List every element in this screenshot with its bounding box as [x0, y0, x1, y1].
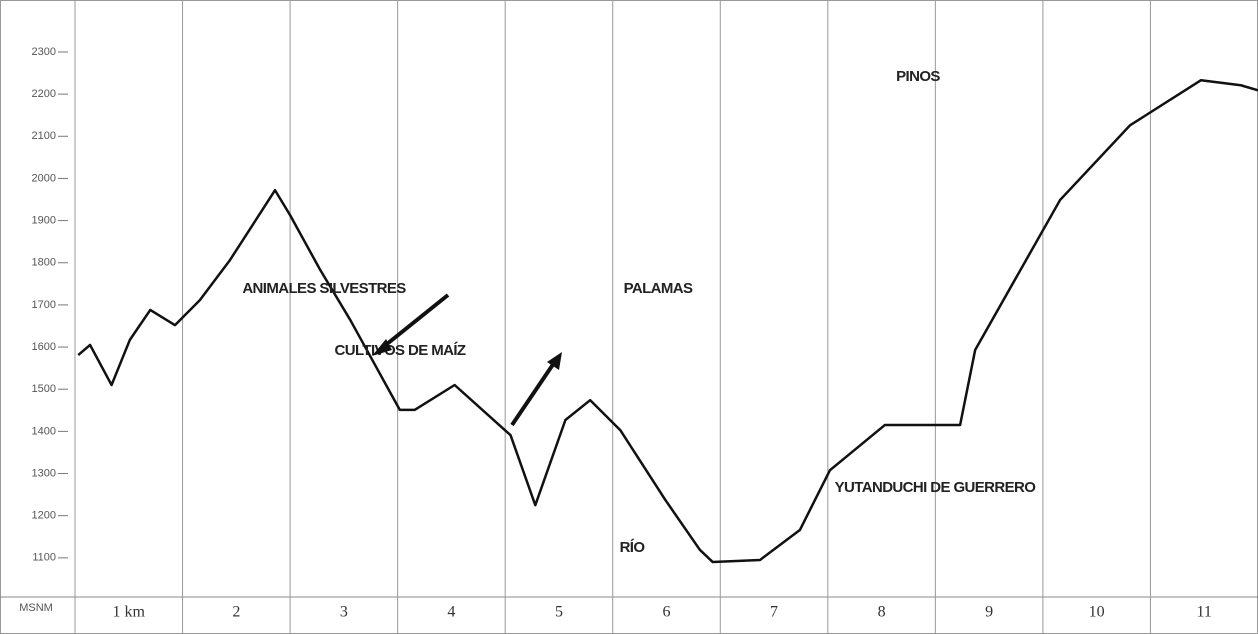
y-tick-label: 1500 [32, 383, 56, 395]
y-tick-label: 1700 [32, 299, 56, 311]
arrow [510, 358, 558, 427]
y-tick-label: 2200 [32, 88, 56, 100]
x-tick-label: 11 [1197, 604, 1212, 621]
y-axis-label: MSNM [19, 602, 53, 614]
x-tick-label: 7 [770, 604, 778, 621]
profile-line [77, 78, 1258, 564]
x-tick-label: 8 [878, 604, 886, 621]
y-tick-label: 1400 [32, 425, 56, 437]
y-tick-label: 2000 [32, 172, 56, 184]
x-tick-label: 1 km [113, 604, 146, 621]
arrowhead [372, 339, 392, 356]
y-tick-label: 1900 [32, 214, 56, 226]
x-tick-label: 2 [232, 604, 240, 621]
x-tick-label: 3 [340, 604, 348, 621]
y-tick-label: 2100 [32, 130, 56, 142]
y-tick-label: 1200 [32, 510, 56, 522]
annotation: RÍO [620, 539, 646, 556]
y-tick-label: 1600 [32, 341, 56, 353]
arrows [380, 293, 558, 427]
annotation: CULTIVOS DE MAÍZ [335, 342, 466, 359]
x-tick-label: 5 [555, 604, 563, 621]
arrowhead [547, 352, 562, 370]
annotation: PINOS [896, 68, 940, 85]
y-tick-label: 2300 [32, 46, 56, 58]
x-tick-label: 4 [447, 604, 455, 621]
annotation: PALAMAS [624, 280, 693, 297]
annotation: YUTANDUCHI DE GUERRERO [835, 479, 1037, 496]
x-tick-label: 10 [1089, 604, 1105, 621]
arrow [380, 293, 450, 350]
y-tick-label: 1800 [32, 257, 56, 269]
y-tick-label: 1300 [32, 467, 56, 479]
y-tick-label: 1100 [32, 552, 56, 564]
annotation: ANIMALES SILVESTRES [242, 280, 406, 297]
x-tick-label: 6 [663, 604, 671, 621]
x-tick-label: 9 [985, 604, 993, 621]
